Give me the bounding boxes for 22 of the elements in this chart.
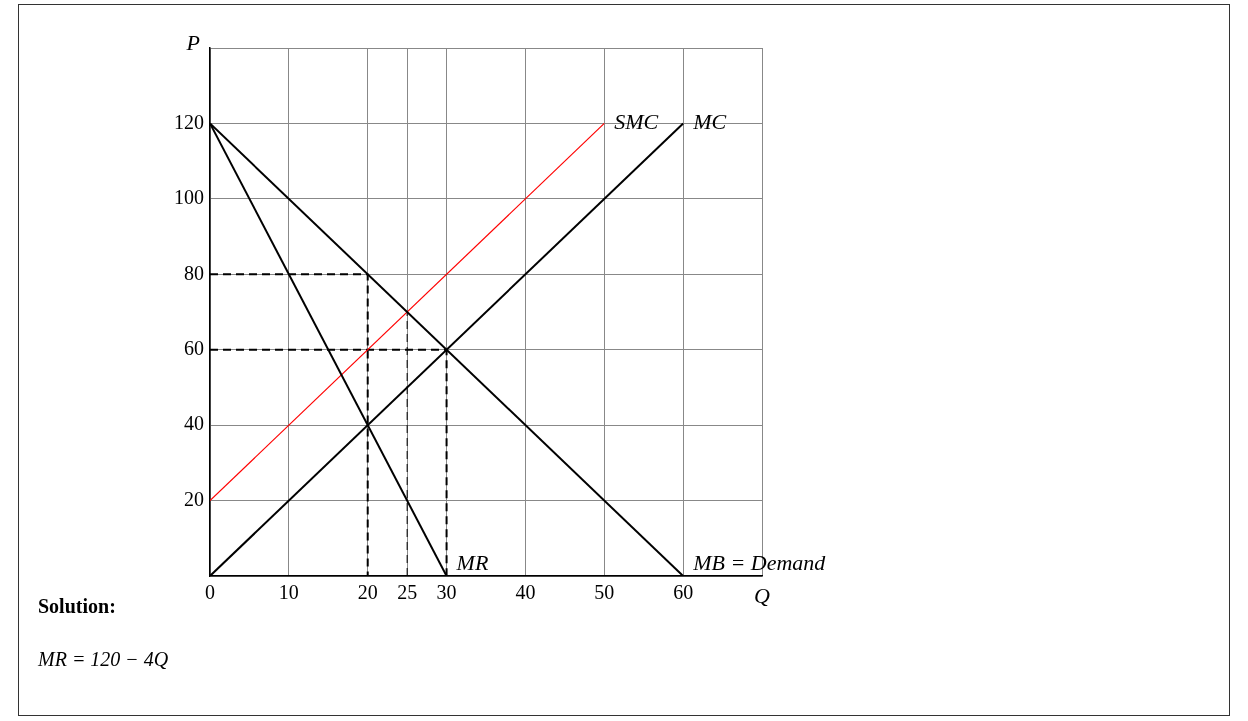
x-axis-title: Q (754, 582, 771, 608)
y-tick-label: 60 (184, 336, 204, 359)
x-tick-label: 20 (357, 581, 378, 604)
y-tick-label: 80 (184, 261, 204, 284)
y-tick-label: 20 (184, 487, 204, 510)
y-tick-label: 120 (174, 110, 204, 133)
y-axis-title: P (185, 29, 200, 55)
series-label: MB = Demand (692, 549, 827, 575)
x-tick-label: 30 (436, 581, 457, 604)
text: MR = 120 − 4Q (38, 648, 169, 671)
x-tick-label: 40 (515, 581, 536, 604)
y-tick-label: 100 (174, 186, 204, 209)
x-tick-label: 0 (205, 581, 215, 604)
text: Solution: (38, 595, 116, 618)
x-tick-label: 25 (397, 581, 418, 604)
x-tick-label: 60 (673, 581, 694, 604)
x-tick-label: 50 (594, 581, 615, 604)
series-label: SMC (614, 109, 659, 135)
y-tick-label: 40 (184, 412, 204, 435)
series-label: MR (455, 549, 489, 575)
series-label: MC (692, 109, 727, 135)
x-tick-label: 10 (278, 581, 299, 604)
